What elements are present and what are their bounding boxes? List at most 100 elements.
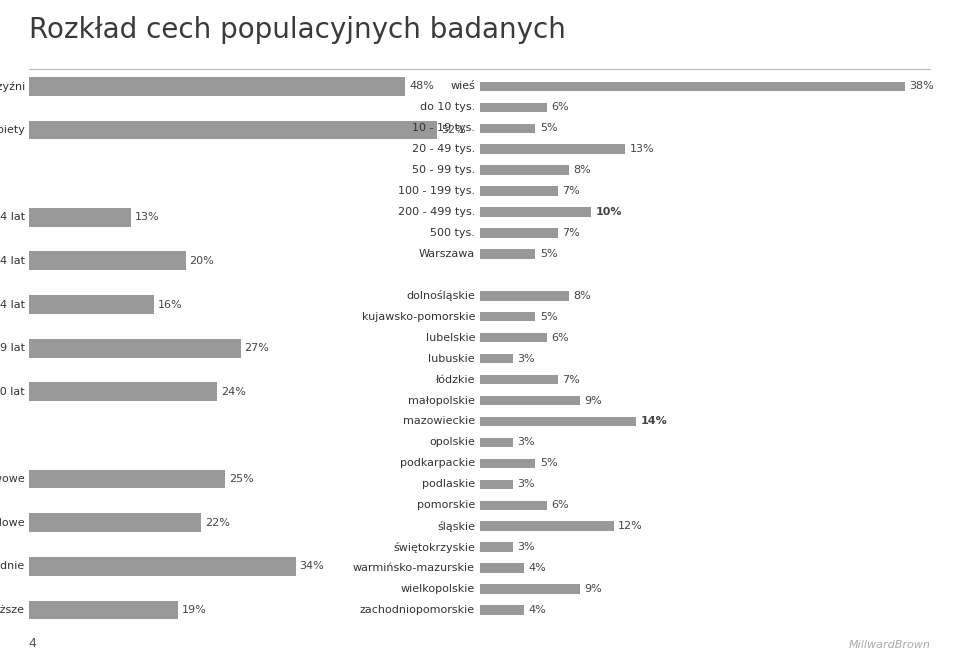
Text: 9%: 9% [585,584,602,594]
Text: 6%: 6% [551,102,569,112]
Text: 12%: 12% [619,521,643,531]
Text: 3%: 3% [518,479,535,489]
Bar [29,339,241,358]
Text: 5%: 5% [540,123,557,133]
Bar [480,543,513,552]
Text: 50 - 99 tys.: 50 - 99 tys. [412,165,475,175]
Bar [480,207,592,216]
Text: wielkopolskie: wielkopolskie [401,584,475,594]
Text: 52%: 52% [441,125,465,135]
Text: łódzkie: łódzkie [435,375,475,385]
Text: zachodniopomorskie: zachodniopomorskie [360,605,475,615]
Text: Warszawa: Warszawa [419,249,475,259]
Bar [29,77,406,96]
Bar [480,102,547,112]
Bar [480,480,513,489]
Text: 16%: 16% [158,300,183,310]
Text: 20 - 49 tys.: 20 - 49 tys. [411,144,475,154]
Bar [480,605,525,614]
Text: średnie: średnie [0,561,25,572]
Text: podkarpackie: podkarpackie [400,458,475,469]
Text: powyżej 60 lat: powyżej 60 lat [0,387,25,397]
Text: 25 do 34 lat: 25 do 34 lat [0,256,25,266]
Text: świętokrzyskie: świętokrzyskie [393,542,475,552]
Bar [29,470,225,488]
Text: 7%: 7% [562,228,580,238]
Text: warmińsko-mazurskie: warmińsko-mazurskie [353,563,475,573]
Text: 100 - 199 tys.: 100 - 199 tys. [398,186,475,196]
Text: 9%: 9% [585,395,602,405]
Text: małopolskie: małopolskie [409,395,475,405]
Text: 34%: 34% [299,561,324,572]
Bar [480,312,535,321]
Bar [29,513,201,532]
Bar [29,382,217,401]
Bar [29,208,130,226]
Bar [480,500,547,510]
Bar [480,521,614,531]
Bar [480,186,558,196]
Bar [29,251,186,271]
Text: 18 do 24 lat: 18 do 24 lat [0,213,25,222]
Text: 7%: 7% [562,186,580,196]
Text: 8%: 8% [573,291,592,301]
Text: kujawsko-pomorskie: kujawsko-pomorskie [362,312,475,321]
Bar [29,121,436,139]
Text: zasadnicze zawodowe: zasadnicze zawodowe [0,517,25,527]
Text: 27%: 27% [245,343,269,353]
Text: 19%: 19% [182,605,206,615]
Bar [480,166,569,175]
Bar [29,557,295,576]
Text: kobiety: kobiety [0,125,25,135]
Text: podstawowe: podstawowe [0,474,25,484]
Text: MillwardBrown: MillwardBrown [849,640,930,650]
Text: lubuskie: lubuskie [429,354,475,364]
Bar [480,584,580,594]
Text: 5%: 5% [540,312,557,321]
Text: mazowieckie: mazowieckie [403,416,475,426]
Text: podlaskie: podlaskie [422,479,475,489]
Text: 24%: 24% [221,387,246,397]
Bar [480,564,525,573]
Bar [29,295,154,314]
Bar [480,228,558,238]
Text: 3%: 3% [518,542,535,552]
Text: 4%: 4% [528,563,547,573]
Text: 35 do 44 lat: 35 do 44 lat [0,300,25,310]
Text: 48%: 48% [409,81,434,91]
Text: opolskie: opolskie [429,438,475,447]
Bar [480,459,535,468]
Text: 38%: 38% [909,81,934,91]
Text: 7%: 7% [562,375,580,385]
Text: 22%: 22% [205,517,230,527]
Bar [480,396,580,405]
Text: 20%: 20% [190,256,215,266]
Text: 500 tys.: 500 tys. [431,228,475,238]
Text: 25%: 25% [229,474,253,484]
Bar [29,601,177,619]
Text: śląskie: śląskie [437,521,475,532]
Bar [480,333,547,343]
Bar [480,145,625,154]
Text: 3%: 3% [518,438,535,447]
Text: 10 - 19 tys.: 10 - 19 tys. [412,123,475,133]
Text: 8%: 8% [573,165,592,175]
Text: pomorskie: pomorskie [417,500,475,510]
Text: 13%: 13% [629,144,654,154]
Text: 3%: 3% [518,354,535,364]
Text: do 10 tys.: do 10 tys. [420,102,475,112]
Text: mężczyźni: mężczyźni [0,81,25,92]
Text: lubelskie: lubelskie [426,333,475,343]
Text: 6%: 6% [551,500,569,510]
Text: 6%: 6% [551,333,569,343]
Text: 200 - 499 tys.: 200 - 499 tys. [398,207,475,217]
Bar [480,123,535,133]
Text: wieś: wieś [450,81,475,91]
Bar [480,375,558,384]
Bar [480,438,513,447]
Bar [480,416,636,426]
Text: 13%: 13% [134,213,159,222]
Bar [480,82,904,91]
Text: dolnośląskie: dolnośląskie [407,290,475,302]
Text: 5%: 5% [540,249,557,259]
